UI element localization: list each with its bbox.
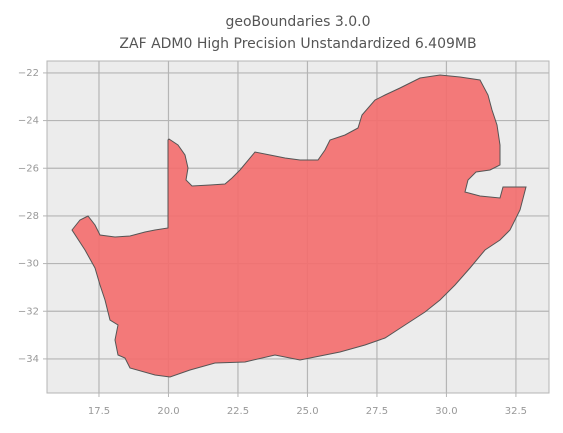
chart-subtitle: ZAF ADM0 High Precision Unstandardized 6… bbox=[119, 36, 476, 52]
y-tick-label: −28 bbox=[18, 211, 39, 222]
x-tick-label: 17.5 bbox=[88, 406, 110, 417]
country-outline bbox=[71, 74, 527, 378]
chart-title: geoBoundaries 3.0.0 bbox=[225, 14, 370, 30]
y-tick-label: −30 bbox=[18, 259, 39, 270]
x-tick-label: 22.5 bbox=[227, 406, 249, 417]
y-tick-label: −24 bbox=[18, 116, 39, 127]
y-tick-label: −34 bbox=[18, 354, 39, 365]
x-tick-label: 25.0 bbox=[296, 406, 318, 417]
y-tick-label: −22 bbox=[18, 68, 39, 79]
y-tick-label: −32 bbox=[18, 306, 39, 317]
x-tick-label: 30.0 bbox=[435, 406, 457, 417]
x-tick-label: 27.5 bbox=[366, 406, 388, 417]
x-tick-label: 20.0 bbox=[157, 406, 179, 417]
x-tick-label: 32.5 bbox=[505, 406, 527, 417]
y-tick-label: −26 bbox=[18, 163, 39, 174]
